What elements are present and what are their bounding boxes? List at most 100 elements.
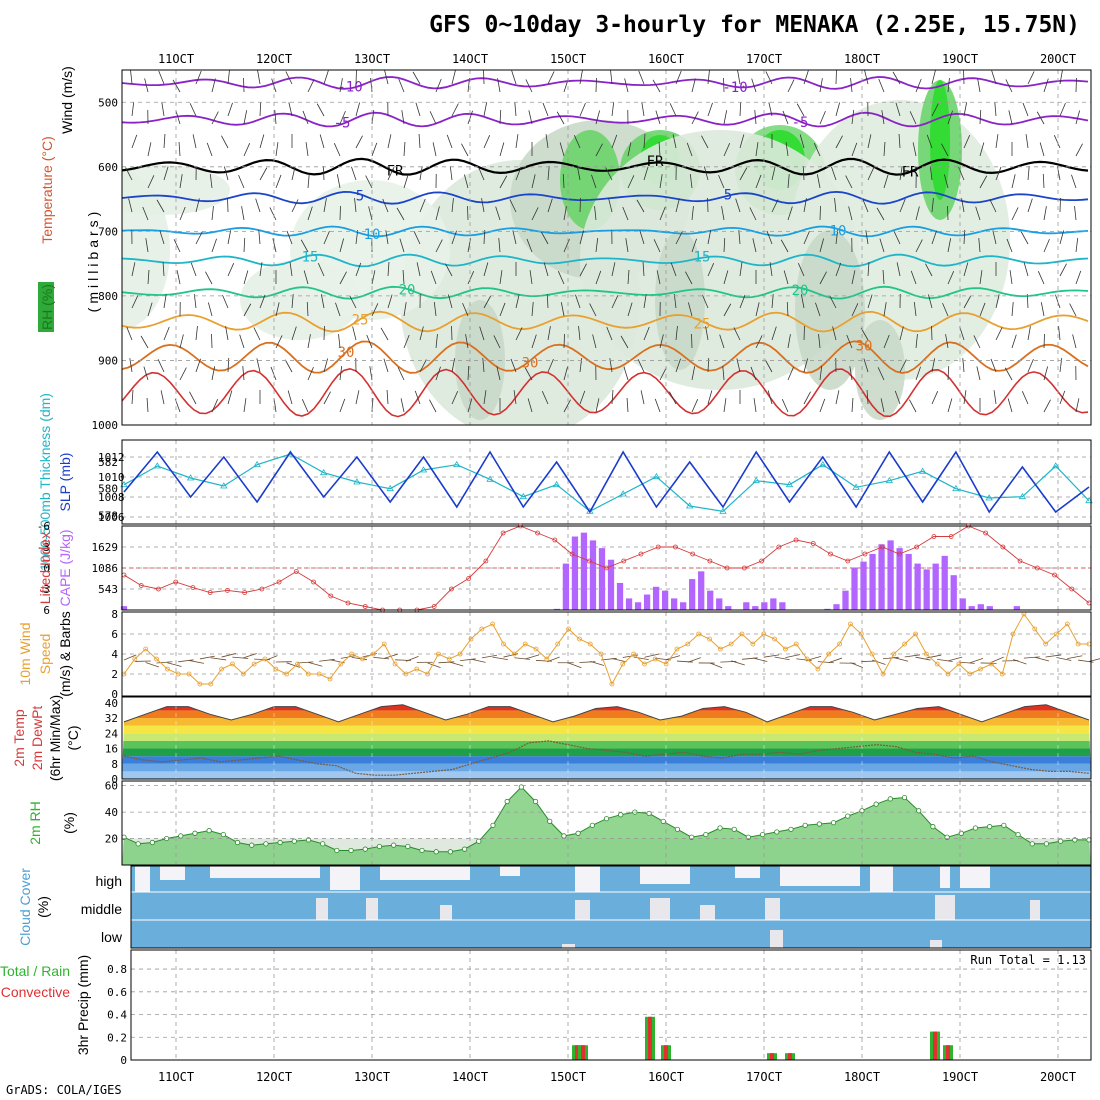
thickness-marker: [819, 460, 827, 468]
wind-speed-marker: [631, 651, 637, 657]
wind-barb: [371, 303, 379, 317]
cape-bar: [689, 579, 696, 610]
isotherm-label: -5: [334, 116, 351, 132]
wind-barb: [189, 103, 197, 117]
precip-tick: 0.2: [107, 1031, 127, 1044]
wind-barb: [435, 239, 443, 253]
wind-barb: [288, 102, 293, 117]
wind-barb: [787, 334, 791, 349]
isotherm-label: 25: [352, 313, 369, 329]
date-label-top: 17OCT: [746, 52, 782, 66]
wind-barb: [754, 110, 757, 125]
li-tick: 0: [43, 562, 50, 575]
precip-rain-bar: [770, 1053, 774, 1060]
thickness-marker: [685, 502, 694, 509]
lifted-index-marker: [1052, 572, 1057, 578]
wind-barb: [769, 262, 773, 277]
isotherm-label: FR: [387, 163, 404, 179]
wind-barb: [963, 295, 972, 309]
wind-barb: [160, 390, 165, 405]
thickness-marker: [353, 478, 361, 485]
wind-barb-10m: [687, 657, 701, 663]
wind-barb: [625, 238, 629, 253]
wind-barb: [323, 198, 327, 213]
rh-marker: [575, 830, 581, 836]
lifted-index-marker: [948, 534, 954, 539]
wind-barb: [365, 175, 373, 189]
wind-barb: [435, 366, 441, 381]
wind-barb-10m: [850, 662, 864, 669]
cape-bar: [120, 606, 128, 610]
wind-speed-marker: [999, 671, 1005, 677]
wind-barb: [576, 166, 581, 181]
wind-barb: [195, 70, 202, 85]
cloud-level-label: low: [101, 929, 123, 945]
precip-rain-bar: [933, 1031, 937, 1060]
wind-barb: [413, 231, 421, 245]
rh-marker: [249, 842, 255, 848]
cloud-high-block: [640, 866, 690, 884]
wind-barb: [643, 134, 646, 149]
wind-barb: [499, 142, 505, 157]
wind-barb: [639, 230, 645, 245]
wind-barb: [144, 78, 149, 93]
cape-label: CAPE (J/kg): [57, 529, 73, 606]
wind-speed-marker: [436, 651, 441, 657]
lifted-index-marker: [655, 544, 661, 550]
wind-speed-marker: [381, 641, 387, 647]
isotherm-label: 30: [856, 339, 873, 355]
precip-tick: 0.4: [107, 1009, 127, 1022]
wind-barb: [351, 166, 357, 181]
wind-barb: [636, 199, 645, 213]
wind-barb: [401, 110, 405, 125]
thickness-marker: [918, 467, 927, 474]
wind-barb: [414, 390, 421, 405]
wind-barb: [624, 78, 629, 93]
wind-barb: [257, 70, 261, 85]
rh-marker: [589, 822, 595, 828]
wind-barb: [803, 70, 809, 85]
wind-barb: [879, 238, 885, 253]
wind-barb: [926, 134, 933, 149]
thickness-marker: [319, 468, 328, 476]
cape-bar: [977, 604, 984, 610]
wind-barb: [640, 390, 645, 405]
wind-barb: [899, 166, 903, 181]
wind-barb: [931, 103, 939, 117]
wind-barb: [739, 262, 743, 277]
wind-barb: [707, 263, 715, 277]
wind-barb: [541, 391, 549, 405]
wind-barb: [289, 262, 293, 277]
wind-barb: [323, 358, 329, 373]
wind-speed-marker: [566, 626, 571, 632]
wind-barb: [878, 78, 885, 93]
isotherm-line: [122, 340, 1089, 374]
wind-barb-10m: [590, 661, 605, 666]
wind-barb: [563, 399, 571, 413]
wind-barb: [862, 198, 869, 213]
wind-barb: [803, 230, 810, 245]
lifted-index-label: Lifted Index: [37, 532, 53, 604]
cape-bar: [716, 598, 723, 610]
wind-barb-10m: [828, 657, 843, 664]
date-label-top: 14OCT: [452, 52, 488, 66]
lifted-index-marker: [879, 544, 885, 550]
wind-speed-marker: [186, 671, 192, 677]
wind-barb: [1075, 143, 1083, 157]
wind-barb: [931, 391, 939, 405]
thickness-marker: [719, 507, 727, 514]
wind-barb: [753, 398, 757, 413]
wind-barb: [899, 326, 904, 341]
rh-marker: [816, 821, 822, 827]
wind-barb: [195, 326, 198, 341]
wind-barb: [976, 366, 981, 381]
rh-marker: [930, 824, 936, 830]
wind-barb: [275, 335, 283, 349]
thickness-marker: [785, 480, 794, 488]
wind-barb: [291, 294, 294, 309]
wind-barb: [387, 294, 393, 309]
rh2m-unit: (%): [61, 812, 77, 834]
wind-barb: [512, 230, 517, 245]
date-label-bottom: 11OCT: [158, 1070, 194, 1084]
cape-bar: [833, 604, 840, 610]
